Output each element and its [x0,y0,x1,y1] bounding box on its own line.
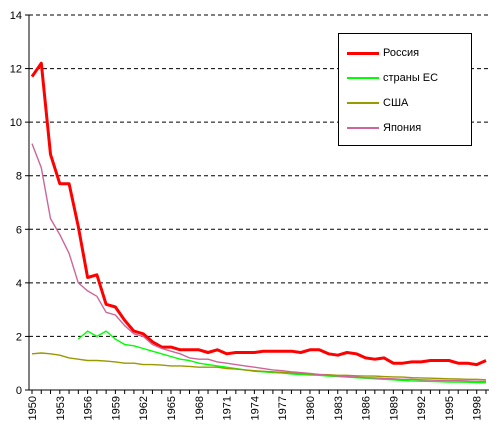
legend-swatch-usa [347,102,379,104]
y-tick-label: 14 [10,10,22,22]
legend-label-japan: Япония [383,122,422,134]
legend: Россия страны ЕС США Япония [338,33,472,146]
axes [25,14,489,394]
x-tick-label: 1971 [222,396,234,420]
legend-item-eu: страны ЕС [347,71,438,85]
y-tick-label: 4 [16,278,22,290]
legend-item-russia: Россия [347,46,419,60]
x-tick-label: 1953 [55,396,67,420]
y-tick-label: 2 [16,331,22,343]
tick-labels: 0 2 4 6 8 10 12 14 1950 1953 1956 1959 1962 1965 1968 1… [10,10,484,420]
x-tick-label: 1956 [83,396,95,420]
x-tick-label: 1995 [444,396,456,420]
series-line-1 [77,330,487,384]
x-tick-label: 1998 [472,396,484,420]
x-tick-label: 1986 [361,396,373,420]
legend-label-eu: страны ЕС [383,72,439,84]
legend-swatch-japan [347,127,379,129]
series-line-3 [31,143,487,383]
y-tick-label: 10 [10,117,22,129]
y-tick-label: 12 [10,64,22,76]
legend-swatch-russia [347,51,379,55]
x-tick-label: 1968 [194,396,206,420]
legend-item-japan: Япония [347,121,421,135]
x-tick-label: 1983 [333,396,345,420]
x-tick-label: 1992 [416,396,428,420]
x-tick-label: 1980 [305,396,317,420]
x-tick-label: 1962 [138,396,150,420]
x-tick-label: 1989 [388,396,400,420]
x-tick-label: 1965 [166,396,178,420]
legend-swatch-eu [347,77,379,79]
x-tick-label: 1977 [277,396,289,420]
series-line-0 [30,61,487,367]
y-tick-label: 6 [16,224,22,236]
x-tick-label: 1959 [110,396,122,420]
x-tick-label: 1950 [27,396,39,420]
legend-label-russia: Россия [383,47,420,59]
y-tick-label: 0 [16,385,22,397]
legend-label-usa: США [383,97,409,109]
series-lines [30,61,487,384]
legend-item-usa: США [347,96,408,110]
y-tick-label: 8 [16,171,22,183]
series-line-2 [31,352,487,381]
x-tick-label: 1974 [249,396,261,420]
